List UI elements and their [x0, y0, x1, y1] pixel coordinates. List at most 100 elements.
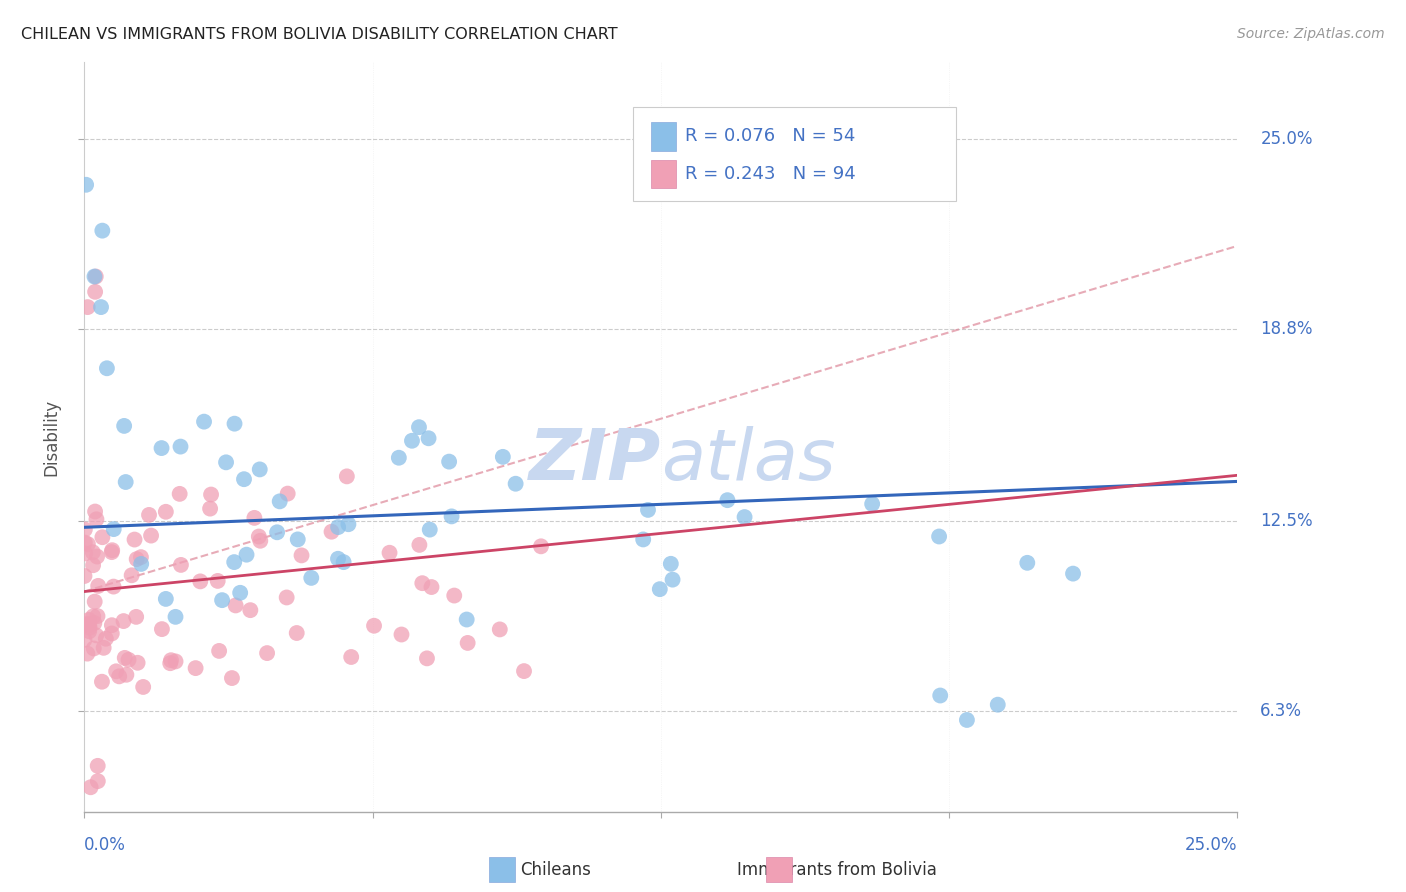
Point [513, 664, 536, 678]
Point [184, 661, 207, 675]
Point [188, 574, 211, 589]
Point [734, 510, 756, 524]
Point [235, 548, 257, 562]
Point [138, 508, 160, 522]
Point [101, 626, 124, 640]
Point [200, 487, 222, 501]
Point [103, 580, 125, 594]
Point [114, 475, 136, 489]
Point [169, 487, 191, 501]
Point [84, 504, 107, 518]
Point [127, 656, 149, 670]
Point [87, 774, 110, 789]
Point [456, 613, 478, 627]
Point [117, 653, 139, 667]
Text: Source: ZipAtlas.com: Source: ZipAtlas.com [1237, 27, 1385, 41]
Point [87, 759, 110, 773]
Point [440, 509, 463, 524]
Point [631, 533, 654, 547]
Point [285, 626, 308, 640]
Point [290, 549, 312, 563]
Point [388, 450, 411, 465]
Point [105, 665, 128, 679]
Point [408, 538, 430, 552]
Point [83, 616, 105, 631]
Point [124, 533, 146, 547]
Point [103, 522, 125, 536]
Point [75, 546, 97, 560]
Point [90, 300, 112, 314]
Point [419, 523, 441, 537]
Point [115, 667, 138, 681]
Text: 25.0%: 25.0% [1260, 130, 1313, 148]
Point [159, 656, 181, 670]
Y-axis label: Disability: Disability [42, 399, 60, 475]
Point [408, 420, 430, 434]
Point [247, 529, 270, 543]
Point [249, 533, 271, 548]
Point [208, 644, 231, 658]
Point [100, 545, 122, 559]
Text: 12.5%: 12.5% [1260, 512, 1313, 530]
Text: R = 0.076   N = 54: R = 0.076 N = 54 [685, 128, 855, 145]
Point [170, 558, 193, 572]
Point [659, 557, 682, 571]
Point [437, 455, 460, 469]
Point [716, 493, 738, 508]
Point [207, 574, 229, 588]
Point [112, 614, 135, 628]
Point [84, 285, 107, 299]
Point [225, 599, 247, 613]
Point [86, 512, 108, 526]
Point [165, 654, 187, 668]
Point [287, 533, 309, 547]
Point [114, 651, 136, 665]
Point [193, 415, 215, 429]
Point [269, 494, 291, 508]
Text: 25.0%: 25.0% [1185, 836, 1237, 855]
Point [91, 674, 114, 689]
Point [340, 650, 363, 665]
Point [86, 549, 108, 564]
Point [401, 434, 423, 448]
Point [108, 669, 131, 683]
Point [326, 520, 349, 534]
Point [987, 698, 1010, 712]
Point [378, 546, 401, 560]
Point [77, 624, 100, 639]
Point [75, 617, 97, 632]
Point [165, 610, 187, 624]
Point [84, 269, 107, 284]
Point [266, 525, 288, 540]
Point [83, 269, 105, 284]
Point [661, 573, 683, 587]
Point [416, 651, 439, 665]
Point [956, 713, 979, 727]
Point [233, 472, 256, 486]
Point [73, 569, 96, 583]
Point [83, 641, 105, 656]
Point [73, 632, 96, 647]
Point [530, 539, 553, 553]
Point [1062, 566, 1084, 581]
Point [150, 622, 173, 636]
Point [411, 576, 433, 591]
Point [276, 591, 298, 605]
Point [79, 780, 101, 795]
Point [1017, 556, 1039, 570]
Point [83, 594, 105, 608]
Point [229, 586, 252, 600]
Point [443, 589, 465, 603]
Point [336, 469, 359, 483]
Point [363, 619, 385, 633]
Point [249, 462, 271, 476]
Point [129, 550, 152, 565]
Point [79, 617, 101, 632]
Point [239, 603, 262, 617]
Point [224, 417, 246, 431]
Point [82, 609, 104, 624]
Point [160, 653, 183, 667]
Point [150, 441, 173, 455]
Point [87, 579, 110, 593]
Point [457, 636, 479, 650]
